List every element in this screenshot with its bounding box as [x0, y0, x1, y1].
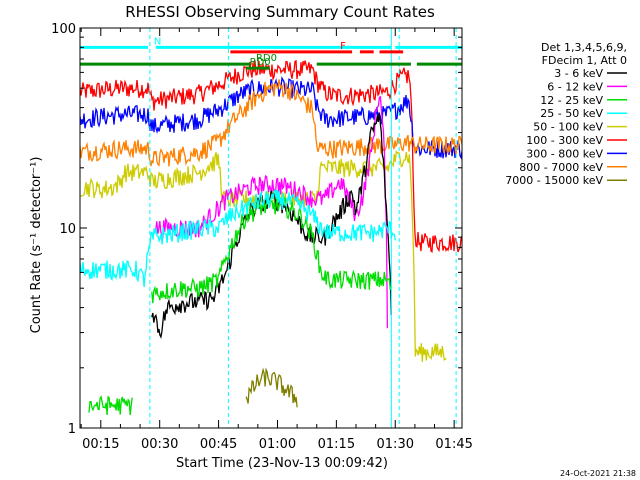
legend-header-line-2: FDecim 1, Att 0 — [542, 54, 627, 67]
axes: 1 10 100 00:15 00:30 00:45 01:00 01:15 01:30 01:4… — [51, 22, 473, 452]
y-tick-label-10: 10 — [59, 222, 76, 237]
x-tick-label-0115: 01:15 — [318, 437, 355, 452]
flag-label-f-1: F — [340, 41, 346, 52]
x-tick-label-0045: 00:45 — [200, 437, 237, 452]
flag-label-rd0-3: RD0 — [250, 57, 271, 68]
legend: Det 1,3,4,5,6,9, FDecim 1, Att 0 3 - 6 k… — [505, 41, 627, 187]
series-line-12-25-kev-low-9 — [88, 395, 133, 416]
legend-label-7000-15000-kev: 7000 - 15000 keV — [505, 174, 603, 187]
footer-timestamp: 24-Oct-2021 21:38 — [560, 469, 636, 478]
series-line-12-25-kev — [151, 196, 392, 304]
series-line-7000-15000-kev — [245, 367, 298, 408]
flag-label-n-0: N — [154, 36, 161, 47]
series-line-25-50-kev — [80, 189, 396, 288]
legend-label-300-800-kev: 300 - 800 keV — [526, 147, 603, 160]
chart-title: RHESSI Observing Summary Count Rates — [125, 3, 435, 21]
legend-label-25-50-kev: 25 - 50 keV — [540, 107, 603, 120]
series-line-300-800-kev — [80, 76, 462, 160]
legend-label-800-7000-kev: 800 - 7000 keV — [519, 161, 603, 174]
legend-label-6-12-kev: 6 - 12 keV — [547, 80, 603, 93]
x-tick-label-0130: 01:30 — [377, 437, 414, 452]
y-tick-label-100: 100 — [51, 22, 76, 37]
x-tick-label-0145: 01:45 — [435, 437, 472, 452]
legend-label-3-6-kev: 3 - 6 keV — [554, 67, 603, 80]
series-line-100-300-kev — [80, 59, 462, 253]
series-line-800-7000-kev — [80, 79, 462, 167]
y-tick-label-1: 1 — [68, 422, 76, 437]
x-axis-label: Start Time (23-Nov-13 00:09:42) — [176, 456, 388, 471]
flag-label-rd0-2: RD0 — [256, 53, 277, 64]
series-line-3-6-kev — [151, 112, 392, 339]
legend-label-100-300-kev: 100 - 300 keV — [526, 134, 603, 147]
y-axis-label: Count Rate (s⁻¹ detector⁻¹) — [29, 157, 44, 334]
plot-area — [80, 28, 462, 428]
legend-label-50-100-kev: 50 - 100 keV — [533, 121, 603, 134]
x-tick-label-0100: 01:00 — [259, 437, 296, 452]
series-line-6-12-kev — [155, 95, 389, 329]
legend-label-12-25-kev: 12 - 25 keV — [540, 94, 603, 107]
x-tick-label-0015: 00:15 — [82, 437, 119, 452]
legend-header-line-1: Det 1,3,4,5,6,9, — [541, 41, 627, 54]
x-tick-label-0030: 00:30 — [141, 437, 178, 452]
